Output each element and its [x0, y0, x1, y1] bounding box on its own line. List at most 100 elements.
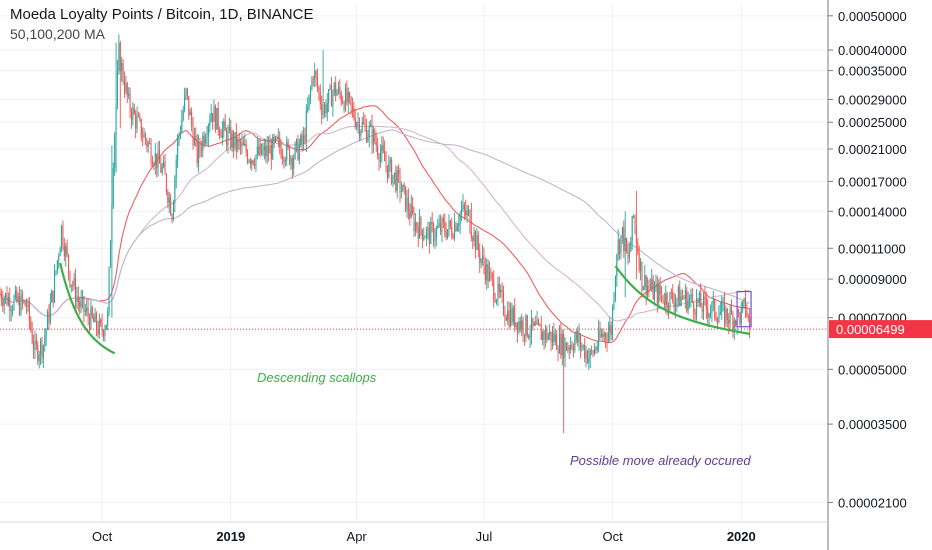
- candle-body: [45, 329, 47, 338]
- candle: [676, 297, 678, 312]
- candle-body: [196, 137, 198, 164]
- candle: [600, 328, 602, 339]
- candle: [31, 321, 33, 345]
- candle-body: [668, 307, 670, 311]
- y-tick-label: 0.00035000: [838, 64, 907, 79]
- candle: [680, 289, 682, 307]
- candle: [459, 211, 461, 235]
- candle: [153, 161, 155, 170]
- candle-body: [652, 279, 654, 300]
- candle-body: [268, 145, 270, 154]
- candle: [512, 305, 514, 326]
- candle-body: [599, 329, 601, 337]
- candle-body: [627, 252, 629, 259]
- candle: [621, 226, 623, 244]
- candle-body: [409, 211, 411, 218]
- candle-body: [722, 302, 724, 303]
- price-axis[interactable]: 0.00050000 0.00040000 0.00035000 0.00029000…: [827, 0, 932, 550]
- candle: [76, 286, 78, 310]
- candle-body: [584, 345, 586, 359]
- candle-body: [399, 173, 401, 193]
- candle: [417, 222, 419, 248]
- candle-body: [490, 271, 492, 274]
- candle-body: [302, 135, 305, 144]
- candle: [626, 237, 628, 254]
- candle: [442, 214, 444, 228]
- candle: [328, 88, 330, 113]
- candle: [242, 136, 244, 146]
- candle: [743, 297, 745, 309]
- candle-body: [10, 310, 12, 312]
- candle: [691, 287, 693, 304]
- candle: [140, 118, 142, 142]
- candle-body: [27, 301, 29, 308]
- candle-body: [118, 43, 120, 71]
- candle: [372, 125, 374, 154]
- candle-body: [12, 309, 14, 311]
- candle-body: [466, 210, 468, 216]
- candle-body: [718, 315, 720, 323]
- candle-body: [564, 342, 566, 358]
- candle: [477, 231, 479, 258]
- candle-body: [97, 329, 99, 335]
- candle-body: [301, 135, 303, 144]
- candle: [149, 137, 151, 145]
- candle-body: [746, 310, 748, 316]
- candle: [81, 289, 84, 309]
- candle: [122, 59, 124, 85]
- candle: [101, 313, 103, 337]
- candle-body: [708, 313, 710, 318]
- candle: [672, 284, 674, 304]
- candle-body: [641, 261, 643, 290]
- candle: [364, 114, 366, 132]
- candle: [426, 226, 428, 247]
- candle: [177, 133, 179, 169]
- candle: [435, 225, 437, 246]
- candle-body: [560, 333, 562, 356]
- candle: [21, 289, 23, 310]
- candle-body: [356, 123, 358, 127]
- candle-body: [13, 297, 15, 310]
- candle-body: [386, 165, 388, 177]
- candle-body: [377, 145, 379, 156]
- candle: [551, 325, 553, 350]
- candle-body: [213, 106, 215, 122]
- candle: [560, 323, 562, 359]
- candle: [570, 336, 572, 354]
- candle: [165, 173, 167, 196]
- candle-body: [126, 83, 128, 96]
- candle-body: [142, 137, 144, 139]
- candle-body: [617, 239, 619, 255]
- candle-body: [339, 86, 341, 94]
- candle: [656, 276, 658, 313]
- time-axis[interactable]: Oct 2019 Apr Jul Oct 2020: [0, 521, 828, 544]
- candle-body: [191, 112, 193, 126]
- candle: [589, 348, 591, 369]
- last-price-badge: [829, 320, 932, 339]
- candle-body: [35, 340, 37, 345]
- candle: [123, 71, 126, 99]
- candle-body: [414, 222, 416, 232]
- candle: [663, 292, 665, 310]
- candle-body: [398, 169, 400, 174]
- candle: [193, 127, 195, 146]
- candle: [578, 324, 580, 351]
- candle: [230, 119, 232, 151]
- candle: [51, 289, 53, 303]
- candle: [298, 138, 300, 165]
- candle-body: [648, 285, 650, 287]
- candle-body: [689, 298, 691, 301]
- candle-body: [623, 227, 625, 252]
- indicator-legend[interactable]: 50,100,200 MA: [10, 26, 105, 42]
- candle-body: [40, 340, 42, 355]
- candle: [262, 143, 264, 157]
- candle-body: [424, 237, 426, 239]
- candle-body: [454, 223, 456, 238]
- candle-body: [642, 286, 644, 290]
- candle: [564, 337, 566, 368]
- candle-body: [238, 139, 240, 142]
- candle-body: [733, 320, 735, 330]
- candle-body: [203, 135, 205, 144]
- candle: [431, 212, 433, 233]
